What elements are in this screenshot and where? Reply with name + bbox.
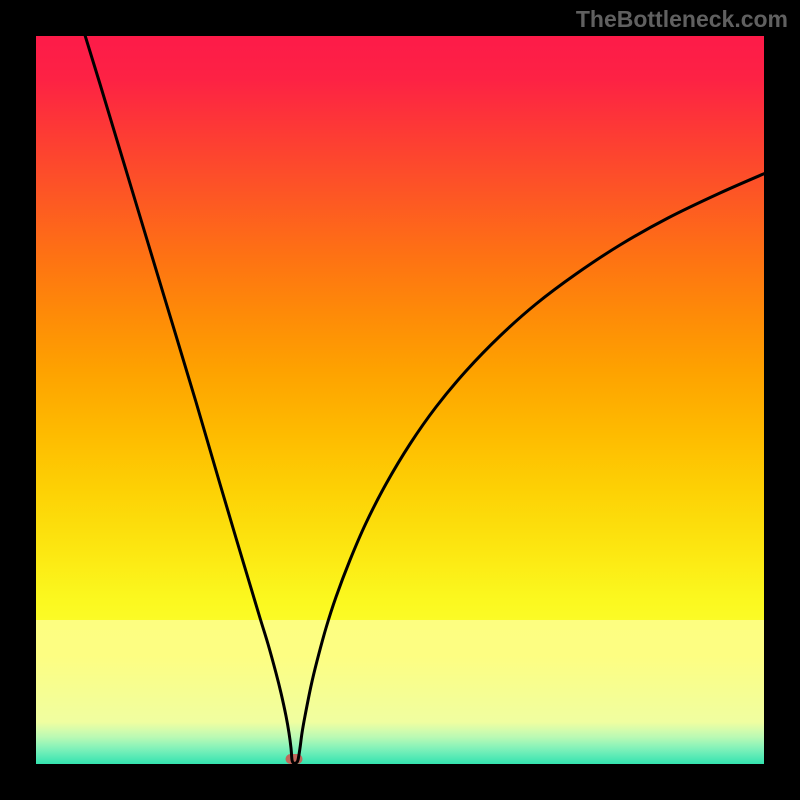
bottleneck-curve <box>84 36 764 763</box>
plot-area <box>36 36 764 764</box>
plot-svg <box>36 36 764 764</box>
watermark-text: TheBottleneck.com <box>576 6 788 33</box>
